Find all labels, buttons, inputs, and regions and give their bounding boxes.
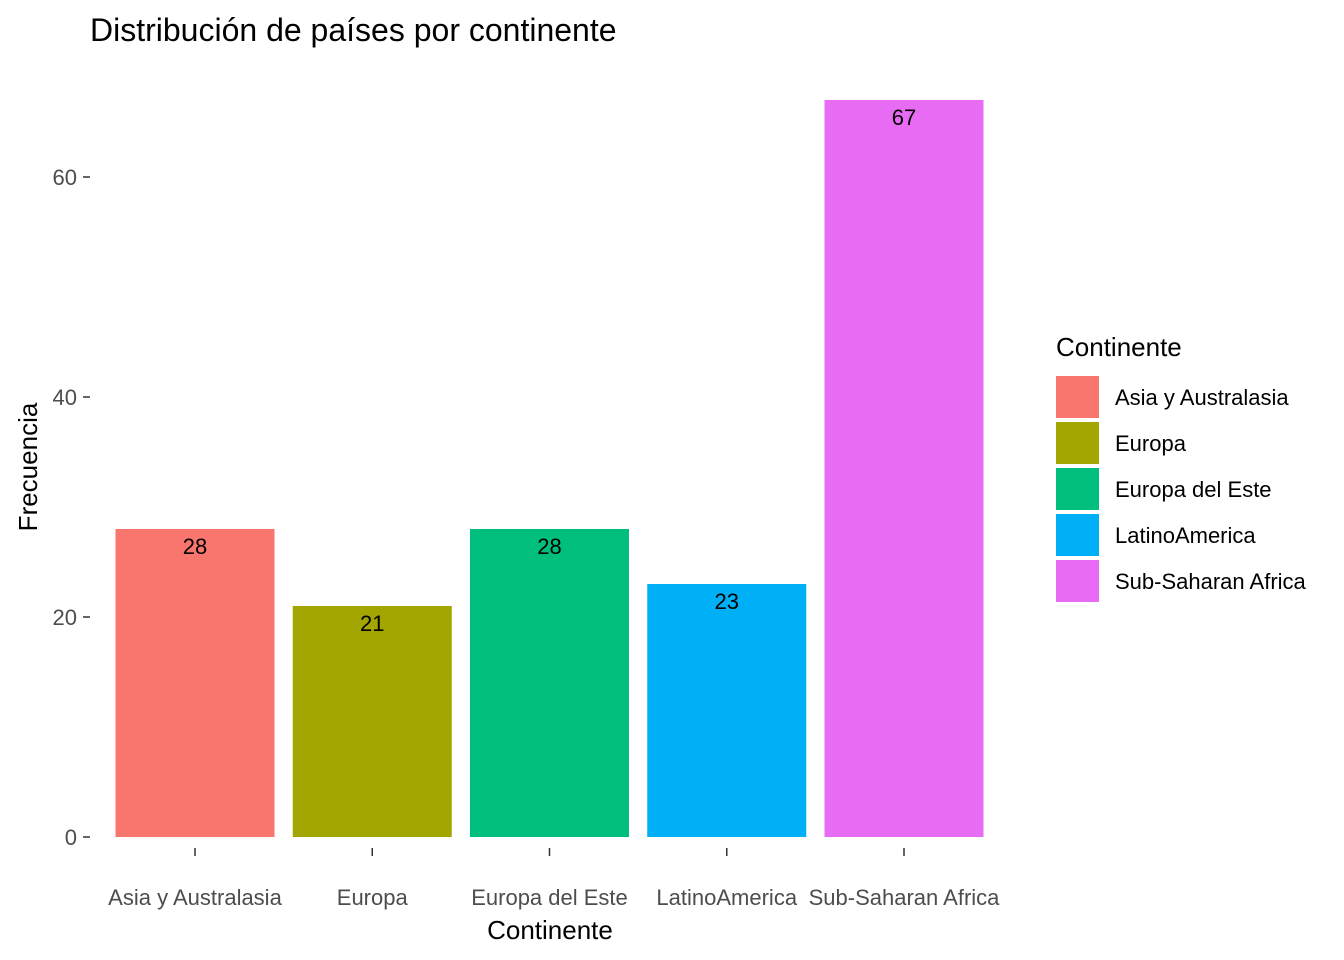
- x-tick-label: Europa del Este: [471, 885, 628, 910]
- x-axis: Asia y Australasia Europa Europa del Este L…: [108, 848, 1000, 910]
- legend-swatch: [1056, 560, 1099, 602]
- legend-swatch: [1056, 514, 1099, 556]
- bar-value-label: 21: [360, 611, 384, 636]
- bar-value-label: 28: [537, 534, 561, 559]
- legend-entry-label: Europa: [1115, 431, 1187, 456]
- bar: [115, 529, 275, 837]
- legend-entry-label: LatinoAmerica: [1115, 523, 1256, 548]
- bar-labels: 28 21 28 23 67: [183, 105, 916, 636]
- bar: [647, 584, 807, 837]
- bar-value-label: 23: [715, 589, 739, 614]
- legend-swatch: [1056, 422, 1099, 464]
- legend-entry-label: Europa del Este: [1115, 477, 1272, 502]
- x-tick-label: Europa: [337, 885, 409, 910]
- y-tick-label: 0: [65, 825, 77, 850]
- y-axis: 0 20 40 60: [53, 165, 90, 850]
- chart-title: Distribución de países por continente: [90, 12, 617, 48]
- bars: [115, 100, 984, 837]
- legend-title: Continente: [1056, 332, 1182, 362]
- x-tick-label: Sub-Saharan Africa: [809, 885, 1001, 910]
- x-tick-label: Asia y Australasia: [108, 885, 282, 910]
- bar-value-label: 28: [183, 534, 207, 559]
- legend-swatch: [1056, 376, 1099, 418]
- y-axis-title: Frecuencia: [13, 402, 43, 531]
- bar: [824, 100, 984, 837]
- legend: Continente Asia y Australasia Europa Europ…: [1056, 332, 1307, 602]
- bar: [470, 529, 629, 837]
- x-tick-label: LatinoAmerica: [656, 885, 797, 910]
- y-tick-label: 60: [53, 165, 77, 190]
- bar: [292, 606, 452, 837]
- y-tick-label: 20: [53, 605, 77, 630]
- legend-swatch: [1056, 468, 1099, 510]
- legend-entry-label: Asia y Australasia: [1115, 385, 1289, 410]
- legend-entry-label: Sub-Saharan Africa: [1115, 569, 1307, 594]
- x-axis-title: Continente: [487, 915, 613, 945]
- y-tick-label: 40: [53, 385, 77, 410]
- bar-value-label: 67: [892, 105, 916, 130]
